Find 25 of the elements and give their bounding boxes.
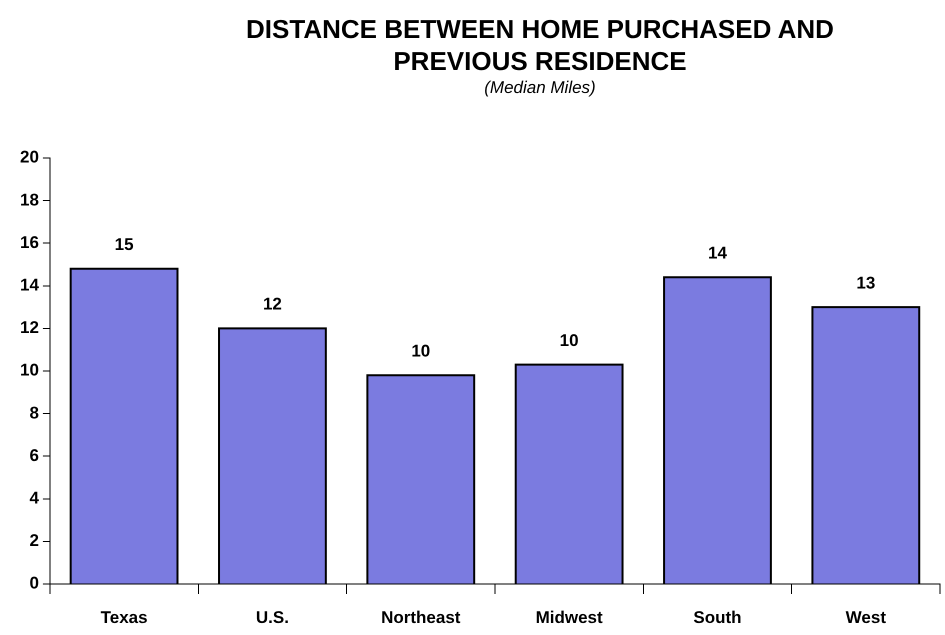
y-tick-label: 4 [29, 488, 40, 508]
y-tick-label: 6 [29, 446, 39, 465]
y-tick-label: 0 [29, 574, 39, 593]
data-label: 10 [560, 330, 579, 350]
y-tick-label: 20 [20, 148, 39, 167]
chart-subtitle: (Median Miles) [483, 78, 597, 98]
chart-title: DISTANCE BETWEEN HOME PURCHASED AND PREVIOUS RESIDENCE [245, 13, 835, 77]
data-label: 14 [708, 243, 728, 262]
data-label: 10 [411, 341, 430, 360]
y-tick-label: 18 [20, 190, 39, 210]
y-tick-label: 14 [20, 275, 40, 294]
y-tick-label: 2 [29, 531, 39, 550]
x-tick-label: U.S. [256, 608, 289, 628]
y-tick-label: 10 [20, 360, 39, 380]
data-label: 12 [262, 294, 282, 314]
data-label: 13 [856, 273, 876, 292]
y-tick-label: 8 [29, 403, 39, 422]
x-tick-label: Midwest [536, 608, 603, 628]
x-tick-label: Texas [100, 608, 148, 628]
x-tick-label: West [846, 608, 886, 628]
data-label: 15 [114, 234, 134, 254]
y-tick-label: 16 [20, 232, 39, 252]
y-tick-label: 12 [20, 318, 39, 338]
x-tick-label: Northeast [381, 608, 461, 628]
x-tick-label: South [693, 608, 742, 628]
